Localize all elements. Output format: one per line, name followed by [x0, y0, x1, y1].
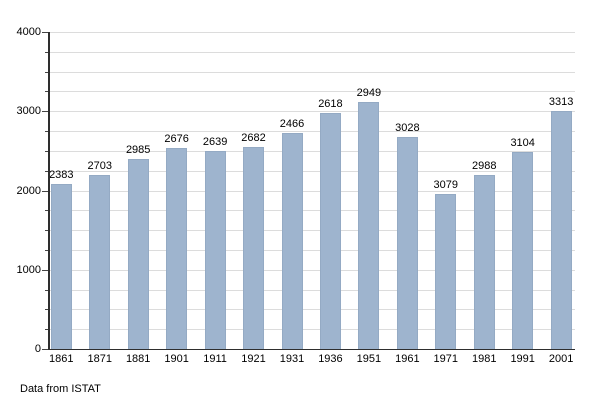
x-axis-label: 2001 — [548, 353, 574, 365]
bar-value-label: 2383 — [49, 168, 74, 181]
bar-1951 — [358, 102, 380, 349]
bar-1991 — [512, 152, 534, 349]
x-axis-label: 1921 — [241, 353, 266, 365]
bar-1901 — [166, 148, 188, 349]
bar-1981 — [473, 175, 495, 349]
y-axis-label: 0 — [34, 343, 41, 355]
plot-area: 2383 2703 2985 2676 2639 2682 2466 2618 2949 3028… — [42, 32, 575, 350]
x-axis-label: 1961 — [395, 353, 420, 365]
bar-1971 — [435, 194, 457, 349]
bar-value-label: 2682 — [241, 132, 266, 145]
gridline — [49, 289, 575, 291]
x-axis-label: 1931 — [279, 353, 305, 365]
gridline — [49, 131, 575, 133]
y-axis-label: 2000 — [16, 184, 41, 197]
y-minor-tick — [45, 131, 48, 133]
gridline — [49, 91, 575, 93]
y-minor-tick — [45, 309, 48, 311]
y-minor-tick — [45, 150, 48, 152]
x-axis-label: 1881 — [125, 353, 151, 365]
x-axis-label: 1871 — [87, 353, 112, 365]
x-axis-label: 1971 — [433, 353, 459, 365]
gridline — [49, 230, 575, 232]
gridline — [49, 71, 575, 73]
x-axis-label: 1911 — [203, 353, 227, 365]
bar-1871 — [89, 174, 111, 349]
data-source-note: Data from ISTAT — [20, 383, 101, 395]
bar-value-label: 2949 — [356, 87, 382, 100]
y-major-tick — [42, 190, 48, 192]
y-minor-tick — [45, 51, 48, 53]
x-axis-label: 1861 — [49, 353, 74, 365]
gridline — [49, 150, 575, 152]
bar-value-label: 3028 — [395, 121, 420, 134]
bar-value-label: 2985 — [125, 143, 151, 156]
x-axis-label: 1991 — [510, 353, 535, 365]
x-axis-label: 1951 — [356, 353, 382, 365]
bar-1861 — [50, 183, 72, 349]
bar-value-label: 2703 — [87, 159, 112, 172]
bar-1961 — [396, 136, 418, 349]
gridline — [49, 51, 575, 53]
gridline — [49, 249, 575, 251]
bar-2001 — [550, 111, 572, 349]
y-minor-tick — [45, 230, 48, 232]
bar-1936 — [319, 113, 341, 349]
y-major-tick — [42, 111, 48, 113]
bar-value-label: 2988 — [472, 160, 497, 173]
bar-value-label: 3079 — [433, 179, 459, 192]
bar-value-label: 2676 — [164, 133, 189, 146]
bar-1881 — [127, 158, 149, 349]
y-axis-label: 3000 — [16, 105, 41, 118]
gridline — [49, 111, 575, 113]
bar-1921 — [243, 147, 265, 349]
y-major-tick — [42, 349, 48, 350]
gridline — [49, 32, 575, 33]
y-minor-tick — [45, 91, 48, 93]
y-axis-label: 4000 — [16, 26, 41, 38]
bar-value-label: 3313 — [548, 96, 574, 109]
bar-1911 — [204, 151, 226, 349]
y-major-tick — [42, 32, 48, 33]
y-axis-line — [48, 32, 50, 350]
bar-value-label: 2618 — [318, 98, 343, 111]
x-axis-line — [48, 348, 575, 350]
y-minor-tick — [45, 170, 48, 172]
bar-value-label: 2466 — [279, 117, 305, 130]
gridline — [49, 269, 575, 271]
y-minor-tick — [45, 210, 48, 212]
y-major-tick — [42, 269, 48, 271]
bar-value-label: 3104 — [510, 137, 535, 150]
y-minor-tick — [45, 71, 48, 73]
x-axis-label: 1936 — [318, 353, 343, 365]
bar-value-label: 2639 — [202, 136, 228, 149]
y-minor-tick — [45, 249, 48, 251]
gridline — [49, 309, 575, 311]
gridline — [49, 170, 575, 172]
gridline — [49, 329, 575, 331]
x-axis-label: 1901 — [164, 353, 189, 365]
gridline — [49, 210, 575, 212]
y-minor-tick — [45, 289, 48, 291]
gridline — [49, 190, 575, 192]
bar-1931 — [281, 132, 303, 349]
y-minor-tick — [45, 329, 48, 331]
x-axis-label: 1981 — [472, 353, 497, 365]
y-axis-label: 1000 — [16, 263, 41, 276]
